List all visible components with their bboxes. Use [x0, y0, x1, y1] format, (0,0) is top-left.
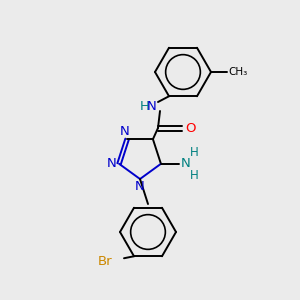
Text: N: N [135, 181, 145, 194]
Text: N: N [146, 100, 156, 113]
Text: N: N [107, 157, 117, 170]
Text: H: H [190, 146, 199, 159]
Text: H: H [190, 169, 199, 182]
Text: O: O [185, 122, 196, 134]
Text: CH₃: CH₃ [228, 67, 247, 77]
Text: N: N [181, 157, 191, 170]
Text: H: H [140, 100, 150, 113]
Text: N: N [120, 125, 130, 138]
Text: Br: Br [98, 255, 112, 268]
